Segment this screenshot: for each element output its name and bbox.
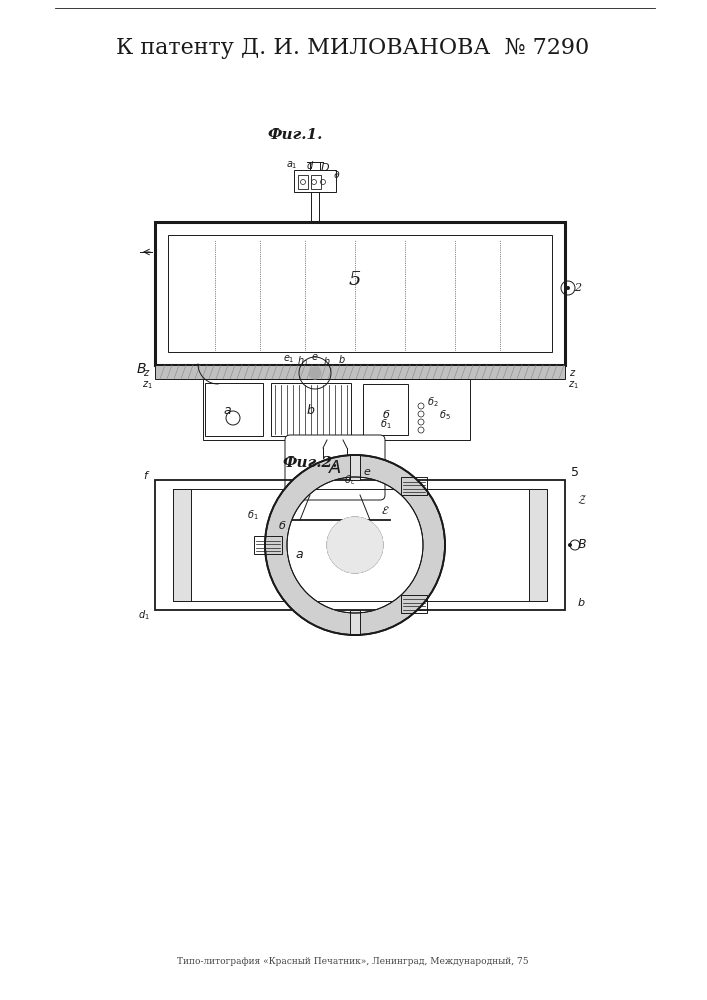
Bar [311, 175, 321, 189]
Text: 2: 2 [574, 283, 582, 293]
Text: $B$: $B$ [136, 362, 146, 376]
Bar [298, 175, 308, 189]
Text: $б_1$: $б_1$ [380, 417, 392, 431]
Wedge shape [265, 455, 445, 635]
Text: $z$: $z$ [569, 368, 577, 378]
Text: $z_1$: $z_1$ [141, 379, 153, 391]
Text: Фиг.2.: Фиг.2. [282, 456, 338, 470]
Text: $b$: $b$ [306, 403, 315, 417]
Text: К патенту Д. И. МИЛОВАНОВА  № 7290: К патенту Д. И. МИЛОВАНОВА № 7290 [117, 37, 590, 59]
Text: $\partial$: $\partial$ [334, 169, 341, 180]
Text: $z$: $z$ [144, 368, 151, 378]
Text: $б_2$: $б_2$ [427, 395, 439, 409]
Bar [155, 365, 565, 379]
Text: $a$: $a$ [223, 403, 231, 416]
Text: $A$: $A$ [328, 459, 342, 477]
Bar [271, 383, 351, 436]
Text: $h_1$: $h_1$ [297, 354, 309, 368]
Text: $d$: $d$ [306, 159, 314, 171]
Text: Фиг.1.: Фиг.1. [267, 128, 322, 142]
Text: $б_1$: $б_1$ [247, 508, 259, 522]
Text: $z_1$: $z_1$ [568, 379, 578, 391]
FancyBboxPatch shape [285, 435, 385, 500]
Bar [350, 455, 360, 480]
Text: $d_1$: $d_1$ [138, 608, 150, 622]
Text: $\mathcal{E}$: $\mathcal{E}$ [380, 504, 390, 516]
Bar [350, 610, 360, 635]
Text: $б$: $б$ [382, 408, 390, 420]
Text: $f$: $f$ [143, 469, 150, 481]
Bar [173, 489, 547, 601]
Text: $e$: $e$ [363, 467, 371, 477]
Text: 5: 5 [349, 271, 361, 289]
Text: $б$: $б$ [278, 519, 286, 531]
Text: $5$: $5$ [570, 466, 579, 479]
Text: $D$: $D$ [320, 161, 330, 173]
Bar [401, 477, 427, 495]
Text: $B$: $B$ [577, 538, 587, 552]
Text: $б_c$: $б_c$ [344, 473, 356, 487]
Bar [155, 480, 565, 610]
Circle shape [309, 367, 321, 379]
Bar [203, 379, 470, 440]
Circle shape [327, 517, 383, 573]
Bar [205, 383, 263, 436]
Bar [363, 384, 408, 435]
Bar [173, 489, 191, 601]
Bar [254, 536, 282, 554]
Circle shape [566, 286, 570, 290]
Text: $б_5$: $б_5$ [439, 408, 451, 422]
Text: $h$: $h$ [323, 355, 331, 367]
Text: $a$: $a$ [295, 548, 303, 562]
Text: $b$: $b$ [577, 596, 585, 608]
Circle shape [568, 543, 572, 547]
Text: Типо-литография «Красный Печатник», Ленинград, Международный, 75: Типо-литография «Красный Печатник», Лени… [177, 958, 529, 966]
Bar [294, 170, 336, 192]
Text: $e$: $e$ [311, 352, 319, 362]
Text: $a_1$: $a_1$ [286, 159, 298, 171]
Bar [529, 489, 547, 601]
Bar [401, 595, 427, 613]
Text: $\mathcal{Z}$: $\mathcal{Z}$ [577, 493, 587, 506]
Text: $b$: $b$ [338, 353, 346, 365]
Bar [155, 222, 565, 365]
Bar [168, 235, 552, 352]
Text: $e_1$: $e_1$ [284, 353, 295, 365]
